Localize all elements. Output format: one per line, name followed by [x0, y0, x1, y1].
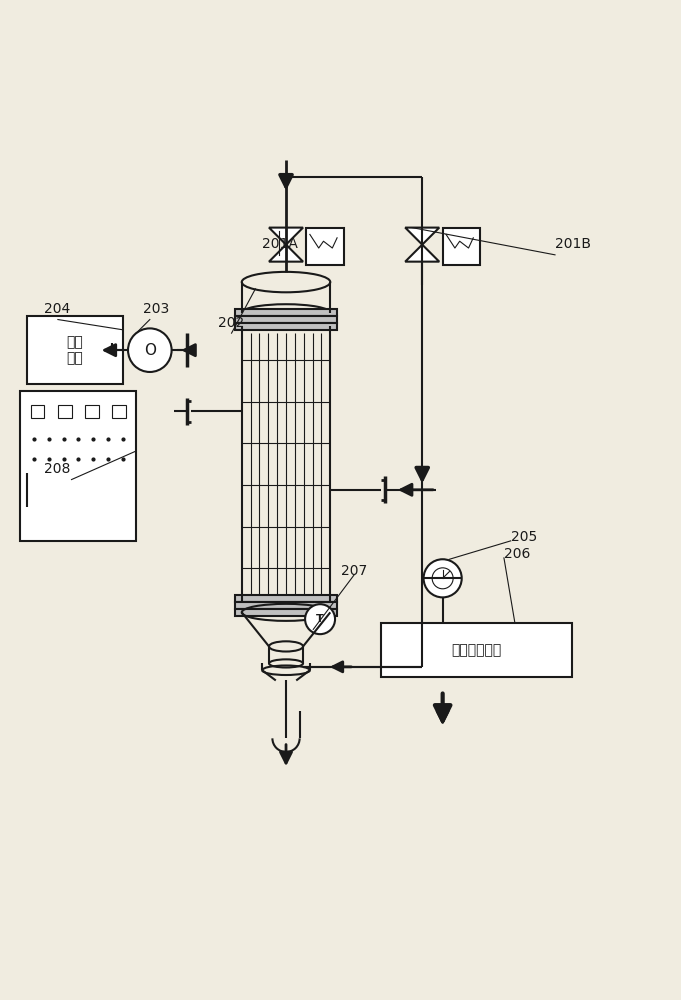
FancyBboxPatch shape — [85, 405, 99, 418]
FancyBboxPatch shape — [27, 316, 123, 384]
FancyBboxPatch shape — [235, 609, 337, 616]
Circle shape — [128, 328, 172, 372]
FancyBboxPatch shape — [381, 623, 572, 677]
FancyBboxPatch shape — [306, 228, 344, 265]
Text: 204: 204 — [44, 302, 71, 316]
FancyBboxPatch shape — [235, 323, 337, 330]
FancyBboxPatch shape — [20, 391, 136, 541]
Text: 205: 205 — [511, 530, 537, 544]
Circle shape — [305, 604, 335, 634]
Polygon shape — [269, 245, 303, 262]
FancyBboxPatch shape — [235, 602, 337, 609]
FancyBboxPatch shape — [112, 405, 126, 418]
FancyBboxPatch shape — [235, 595, 337, 602]
Polygon shape — [405, 228, 439, 245]
Text: 201B: 201B — [555, 237, 591, 251]
Text: 热能
负载: 热能 负载 — [67, 335, 83, 365]
FancyBboxPatch shape — [443, 228, 480, 265]
Text: 207: 207 — [340, 564, 367, 578]
FancyBboxPatch shape — [58, 405, 72, 418]
Text: 生物除臭装置: 生物除臭装置 — [452, 643, 502, 657]
Polygon shape — [405, 245, 439, 262]
Text: 206: 206 — [504, 547, 530, 561]
Text: 203: 203 — [143, 302, 170, 316]
Text: 201A: 201A — [262, 237, 298, 251]
Circle shape — [432, 568, 453, 589]
Text: O: O — [144, 343, 156, 358]
FancyBboxPatch shape — [31, 405, 44, 418]
Text: 202: 202 — [218, 316, 244, 330]
FancyBboxPatch shape — [235, 316, 337, 323]
Polygon shape — [269, 228, 303, 245]
Text: T: T — [316, 614, 324, 624]
Text: 208: 208 — [44, 462, 71, 476]
FancyBboxPatch shape — [235, 309, 337, 316]
Circle shape — [424, 559, 462, 597]
